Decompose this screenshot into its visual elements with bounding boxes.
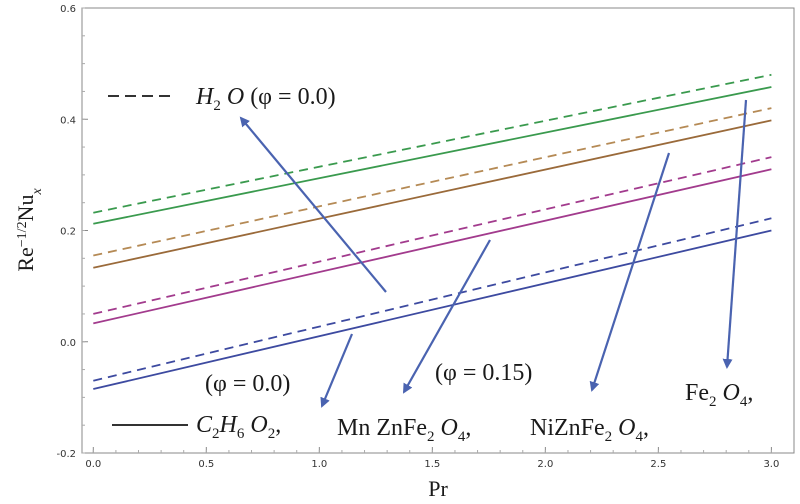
series-line-5	[93, 168, 772, 325]
x-tick-label: 1.5	[424, 459, 440, 470]
arrow-nizn	[589, 152, 671, 392]
arrow-water	[239, 116, 387, 293]
x-tick-label: 0.0	[85, 459, 101, 470]
y-tick-label: 0.2	[60, 227, 76, 238]
series-line-2	[93, 107, 772, 257]
series-line-6	[93, 217, 772, 382]
annotation-arrows	[239, 99, 748, 408]
label-fe-oxide: Fe2 O4,	[685, 380, 753, 410]
y-tick-label: 0.4	[60, 115, 76, 126]
label-nizn-ferrite: NiZnFe2 O4,	[530, 415, 649, 445]
annotation-phi-ferro: (φ = 0.15)	[435, 360, 532, 386]
series-line-7	[93, 229, 772, 390]
x-axis-title: Pr	[428, 476, 448, 501]
x-tick-label: 2.5	[650, 459, 666, 470]
series-layer	[93, 73, 772, 390]
y-axis-title: Re−1/2Nux	[13, 188, 45, 272]
y-tick-label: 0.0	[60, 338, 76, 349]
x-tick-label: 3.0	[763, 459, 779, 470]
series-line-3	[93, 119, 772, 269]
x-axis-ticks: 0.0 0.5 1.0 1.5 2.0 2.5 3.0	[85, 447, 779, 470]
label-mnzn-ferrite: Mn ZnFe2 O4,	[337, 415, 471, 445]
arrow-fe	[722, 99, 748, 369]
y-tick-label: -0.2	[56, 449, 76, 460]
y-axis-ticks: -0.2 0.0 0.2 0.4 0.6	[56, 4, 88, 460]
series-line-0	[93, 73, 772, 214]
arrow-ethylene-glycol	[320, 333, 354, 408]
x-tick-label: 1.0	[311, 459, 327, 470]
x-tick-label: 0.5	[198, 459, 214, 470]
series-line-4	[93, 156, 772, 315]
arrow-mnzn	[403, 239, 491, 394]
legend-ethylene-glycol-label: C2H6 O2,	[196, 412, 281, 442]
legend-water-label: H2 O (φ = 0.0)	[195, 84, 336, 114]
series-line-1	[93, 86, 772, 225]
y-tick-label: 0.6	[60, 4, 76, 15]
x-tick-label: 2.0	[537, 459, 553, 470]
annotation-phi-zero: (φ = 0.0)	[205, 371, 290, 397]
